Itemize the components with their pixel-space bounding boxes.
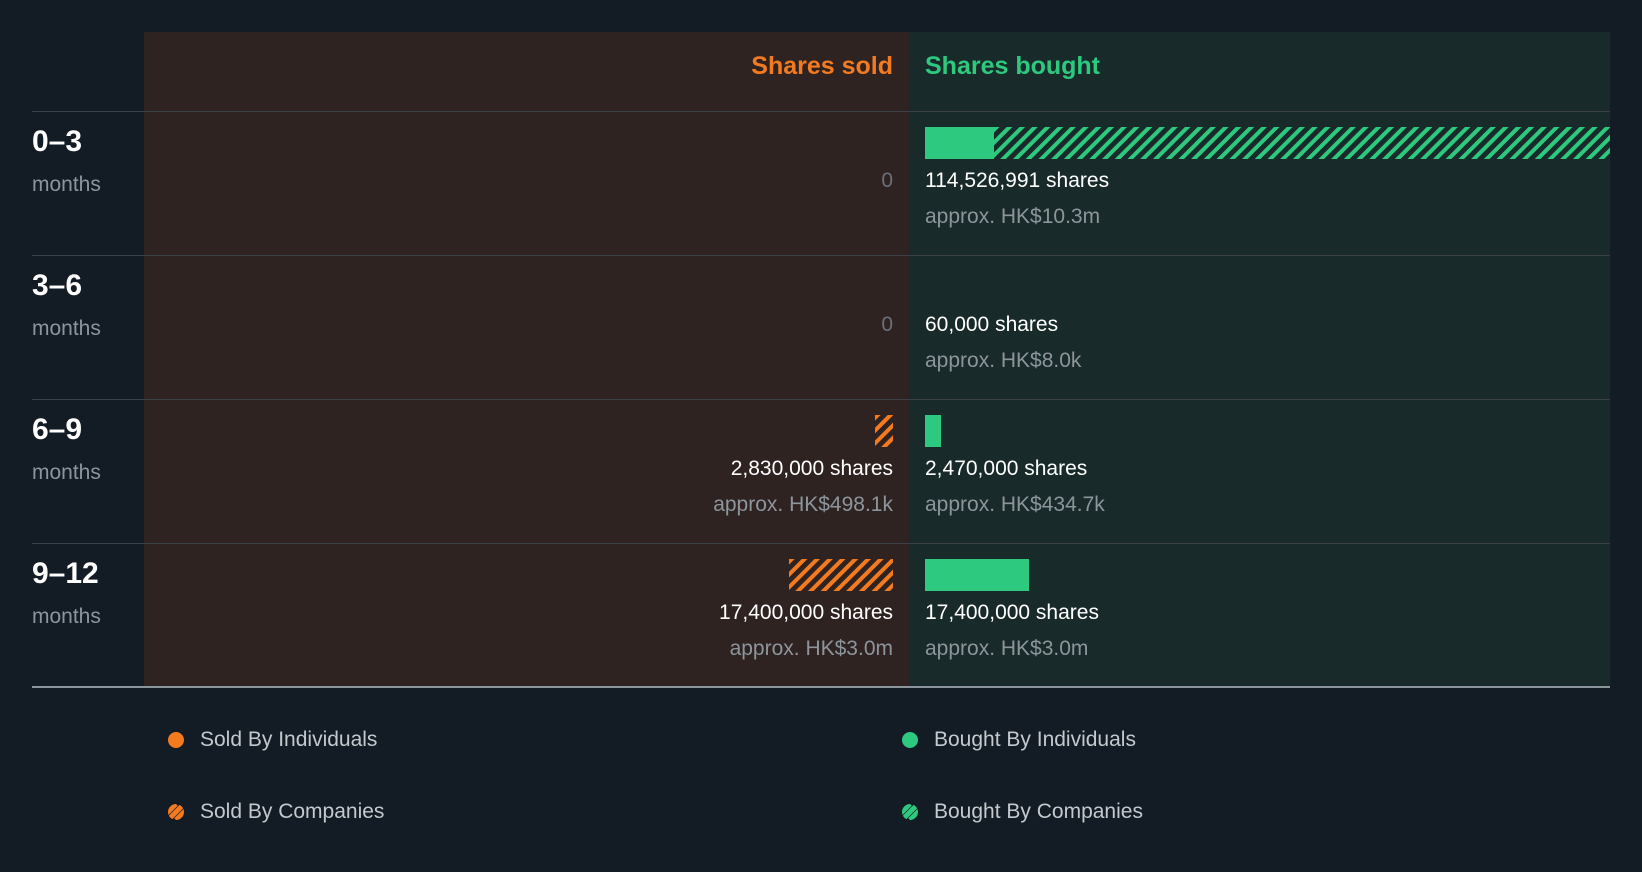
legend-label: Bought By Companies [934,800,1143,823]
bought-approx-value: approx. HK$434.7k [925,493,1105,516]
period-label: 9–12 [32,557,99,590]
legend-item-sold-solid: Sold By Individuals [168,728,377,752]
sold-approx-value: approx. HK$498.1k [713,493,893,516]
sold-approx-value: approx. HK$3.0m [729,637,893,660]
solid-swatch-icon [902,732,918,748]
bought-approx-value: approx. HK$3.0m [925,637,1089,660]
row-divider [32,399,1610,400]
period-label: 0–3 [32,125,83,158]
bought-shares-value: 114,526,991 shares [925,169,1110,192]
solid-swatch-icon [168,732,184,748]
sold-companies-bar [789,559,893,591]
legend-label: Sold By Companies [200,800,385,823]
period-label: 6–9 [32,413,83,446]
row-divider [32,255,1610,256]
legend-item-sold-hatched: Sold By Companies [168,800,384,824]
legend-item-bought-solid: Bought By Individuals [902,728,1136,752]
sold-panel [144,32,909,686]
bought-companies-bar [994,127,1610,159]
bought-shares-value: 60,000 shares [925,313,1059,336]
row-divider [32,111,1610,112]
sold-shares-value: 2,830,000 shares [730,457,893,480]
sold-companies-bar [875,415,893,447]
period-unit: months [32,605,101,628]
bought-individuals-bar [925,127,994,159]
hatched-swatch-icon [168,804,184,820]
bought-individuals-bar [925,415,941,447]
sold-zero-value: 0 [881,313,893,336]
period-unit: months [32,317,101,340]
sold-zero-value: 0 [881,169,893,192]
sold-shares-value: 17,400,000 shares [719,601,893,624]
bought-individuals-bar [925,559,1029,591]
legend-item-bought-hatched: Bought By Companies [902,800,1143,824]
period-label: 3–6 [32,269,83,302]
period-unit: months [32,461,101,484]
period-unit: months [32,173,101,196]
bought-approx-value: approx. HK$10.3m [925,205,1101,228]
shares-bought-header: Shares bought [925,52,1101,80]
legend-label: Bought By Individuals [934,728,1136,751]
shares-sold-header: Shares sold [751,52,893,80]
chart-baseline [32,686,1610,688]
bought-shares-value: 17,400,000 shares [925,601,1099,624]
row-divider [32,543,1610,544]
legend-label: Sold By Individuals [200,728,378,751]
hatched-swatch-icon [902,804,918,820]
bought-approx-value: approx. HK$8.0k [925,349,1082,372]
bought-shares-value: 2,470,000 shares [925,457,1088,480]
